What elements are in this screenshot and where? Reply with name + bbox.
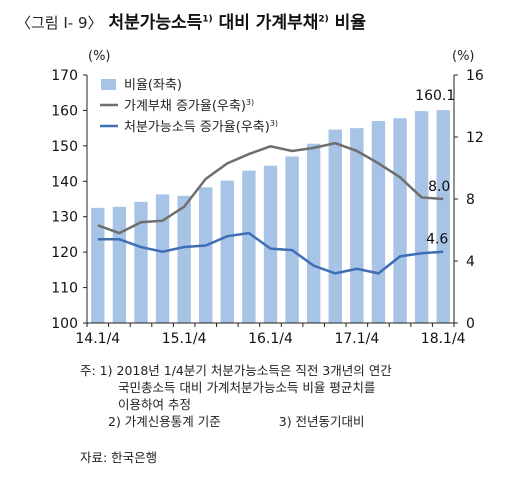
- right-tick-label: 8: [466, 192, 475, 208]
- right-axis-unit: (%): [452, 49, 475, 64]
- title-sup2: 2): [318, 14, 329, 25]
- bar-18.1/4: [436, 110, 450, 324]
- x-tick-label: 14.1/4: [75, 331, 120, 347]
- x-tick-label: 17.1/4: [334, 331, 379, 347]
- bar-series: [91, 110, 450, 324]
- income-last-label: 4.6: [426, 232, 448, 248]
- right-tick-label: 16: [466, 68, 484, 84]
- bar-15.3/4: [220, 180, 235, 323]
- left-tick-label: 170: [51, 68, 78, 84]
- bar-15.2/4: [199, 187, 213, 323]
- legend: 비율(좌축) 가계부채 증가율(우축)3) 처분가능소득 증가율(우축)3): [100, 78, 278, 135]
- left-tick-label: 150: [51, 139, 78, 155]
- right-axis-ticks: 0 4 8 12 16: [454, 68, 484, 332]
- bar-16.3/4: [306, 143, 321, 323]
- bar-14.3/4: [134, 201, 148, 323]
- left-axis-ticks: 100 110 120 130 140 150 160 170: [51, 68, 87, 332]
- right-tick-label: 12: [466, 130, 484, 146]
- legend-bar-swatch: [101, 79, 116, 90]
- bar-17.2/4: [371, 121, 386, 323]
- bar-14.2/4: [112, 206, 127, 323]
- bar-16.4/4: [328, 129, 342, 323]
- left-tick-label: 140: [51, 174, 78, 190]
- footnote-1-line1: 주: 1) 2018년 1/4분기 처분가능소득은 직전 3개년의 연간: [80, 363, 392, 378]
- legend-debt-label: 가계부채 증가율(우축)3): [124, 98, 254, 114]
- footnote-1-line3: 이용하여 추정: [118, 397, 191, 412]
- debt-growth-line: [97, 141, 444, 235]
- left-axis-unit: (%): [88, 49, 111, 64]
- title-part3: 비율: [328, 13, 366, 33]
- bar-last-label: 160.1: [415, 88, 455, 104]
- footnote-3: 3) 전년동기대비: [278, 414, 365, 429]
- bar-17.4/4: [414, 111, 429, 323]
- legend-income-label: 처분가능소득 증가율(우축)3): [124, 119, 278, 135]
- footnote-2-3: 2) 가계신용통계 기준 3) 전년동기대비: [80, 413, 392, 430]
- x-axis-ticks: 14.1/4 15.1/4 16.1/4 17.1/4 18.1/4: [75, 323, 466, 347]
- title-part2: 대비 가계부채: [212, 13, 319, 33]
- bar-16.2/4: [285, 156, 299, 323]
- chart-title: 〈그림 Ⅰ- 9〉 처분가능소득1) 대비 가계부채2) 비율: [16, 8, 366, 33]
- left-tick-label: 130: [51, 210, 78, 226]
- title-part1: 처분가능소득: [108, 13, 203, 33]
- x-tick-label: 16.1/4: [248, 331, 293, 347]
- right-tick-label: 4: [466, 254, 475, 270]
- right-tick-label: 0: [466, 316, 475, 332]
- bar-15.1/4: [177, 195, 191, 323]
- debt-last-label: 8.0: [428, 179, 450, 195]
- left-tick-label: 110: [51, 281, 78, 297]
- left-tick-label: 120: [51, 245, 78, 261]
- income-growth-line: [97, 231, 444, 275]
- bar-14.4/4: [155, 194, 170, 323]
- figure-tag: 〈그림 Ⅰ- 9〉: [16, 14, 103, 32]
- footnotes: 주: 1) 2018년 1/4분기 처분가능소득은 직전 3개년의 연간 국민총…: [80, 362, 392, 430]
- left-tick-label: 160: [51, 103, 78, 119]
- bar-17.1/4: [350, 128, 364, 323]
- x-tick-label: 15.1/4: [162, 331, 207, 347]
- left-tick-label: 100: [51, 316, 78, 332]
- bar-14.1/4: [91, 207, 105, 323]
- x-tick-label: 18.1/4: [421, 331, 466, 347]
- footnote-2: 2) 가계신용통계 기준: [108, 414, 221, 429]
- title-sup1: 1): [202, 14, 213, 25]
- bar-16.1/4: [263, 165, 278, 323]
- legend-bar-label: 비율(좌축): [124, 78, 182, 93]
- bar-17.3/4: [393, 118, 407, 323]
- bar-15.4/4: [242, 170, 256, 323]
- footnote-1-line2: 국민총소득 대비 가계처분가능소득 비율 평균치를: [118, 380, 376, 395]
- source-note: 자료: 한국은행: [80, 450, 158, 465]
